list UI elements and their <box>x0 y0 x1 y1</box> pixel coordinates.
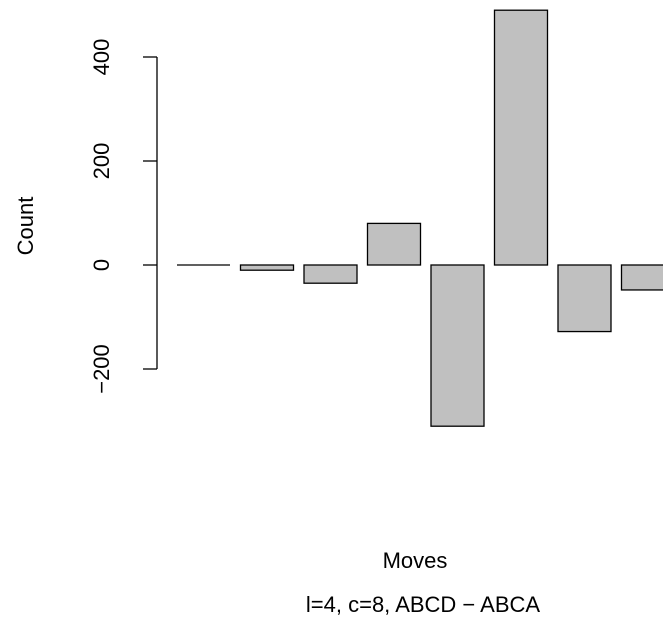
bar-3 <box>303 264 358 284</box>
bar-4 <box>366 222 422 266</box>
y-axis: −200 0 200 400 <box>89 39 158 394</box>
bar-6 <box>493 9 549 266</box>
bar-7 <box>557 264 612 333</box>
x-axis-label: Moves <box>383 548 448 573</box>
bar-2 <box>239 264 295 271</box>
bars-group <box>177 9 663 427</box>
bar-8 <box>620 264 663 291</box>
bar-5 <box>430 264 485 427</box>
chart-subtitle: l=4, c=8, ABCD − ABCA <box>306 592 541 617</box>
y-tick-label: 0 <box>89 259 114 271</box>
y-tick-label: 200 <box>89 143 114 180</box>
y-tick-label: −200 <box>89 344 114 394</box>
y-tick-label: 400 <box>89 39 114 76</box>
y-axis-label: Count <box>13 197 38 256</box>
